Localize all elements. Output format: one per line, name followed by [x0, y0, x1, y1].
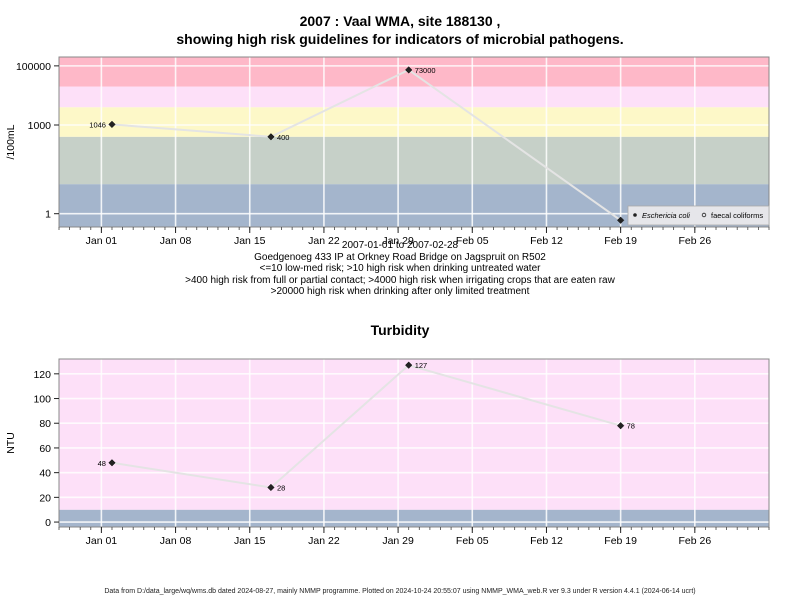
plot-frame: [58, 56, 770, 228]
plot-frame: [58, 358, 770, 528]
y-tick-label: 1000: [28, 120, 52, 132]
y-tick-label: 40: [39, 468, 51, 480]
caption-line-risk-treatment: >20000 high risk when drinking after onl…: [270, 286, 530, 297]
legend-box: [627, 205, 770, 226]
y-axis-label: /100mL: [5, 124, 17, 159]
data-source-footer: Data from D:/data_large/wq/wms.db dated …: [104, 588, 696, 595]
chart-title-line2: showing high risk guidelines for indicat…: [176, 31, 624, 47]
legend-item-faecal-coliforms: faecal coliforms: [711, 211, 763, 220]
y-tick-label: 120: [33, 369, 51, 381]
x-tick-label: Jan 22: [308, 235, 340, 247]
caption-line-date-range: 2007-01-01 to 2007-02-28: [341, 240, 459, 251]
data-point: [267, 483, 275, 492]
turbidity-title: Turbidity: [370, 322, 430, 338]
legend-item-ecoli: Eschericia coli: [642, 211, 690, 220]
data-point: [267, 133, 275, 141]
caption-line-risk-drinking: <=10 low-med risk; >10 high risk when dr…: [259, 263, 541, 274]
chart-title-line1: 2007 : Vaal WMA, site 188130 ,: [299, 13, 501, 29]
y-tick-label: 1: [45, 209, 51, 221]
x-tick-label: Jan 29: [382, 535, 414, 547]
x-tick-label: Jan 08: [160, 535, 192, 547]
risk-band: [59, 509, 769, 527]
risk-band: [59, 107, 769, 137]
y-tick-label: 20: [39, 492, 51, 504]
x-tick-label: Feb 19: [604, 535, 637, 547]
data-label: 400: [277, 133, 290, 142]
y-axis-label: NTU: [5, 432, 17, 454]
x-tick-label: Jan 08: [160, 235, 192, 247]
risk-band: [59, 136, 769, 185]
caption-line-site: Goedgenoeg 433 IP at Orkney Road Bridge …: [254, 251, 546, 263]
data-label: 127: [415, 361, 428, 370]
x-tick-label: Jan 15: [234, 235, 266, 247]
series-line: [111, 364, 621, 489]
risk-band: [59, 86, 769, 108]
data-label: 28: [277, 483, 285, 492]
data-point: [108, 459, 116, 467]
data-label: 78: [627, 422, 635, 431]
data-point: [108, 120, 116, 129]
date-range-caption: 2007-01-01 to 2007-02-28 Goedgenoeg 433 …: [0, 240, 800, 298]
y-tick-label: 100000: [16, 61, 51, 73]
x-tick-label: Jan 22: [308, 535, 340, 547]
series-line: [111, 68, 622, 222]
x-tick-label: Feb 05: [456, 535, 489, 547]
data-point: [405, 66, 413, 74]
data-label: 73000: [415, 66, 436, 75]
x-tick-label: Jan 01: [86, 535, 118, 547]
y-tick-label: 100: [33, 394, 51, 406]
x-tick-label: Feb 12: [530, 235, 563, 247]
x-tick-label: Jan 01: [86, 235, 118, 247]
data-point: [405, 361, 413, 369]
data-point: [616, 422, 625, 430]
y-tick-label: 80: [39, 418, 51, 430]
y-tick-label: 0: [45, 517, 51, 529]
data-label: 48: [98, 459, 106, 468]
risk-band: [59, 57, 769, 87]
x-tick-label: Feb 05: [456, 235, 489, 247]
risk-band: [59, 359, 769, 510]
y-tick-label: 60: [39, 443, 51, 455]
x-tick-label: Feb 26: [678, 235, 711, 247]
x-tick-label: Feb 26: [678, 535, 711, 547]
x-tick-label: Jan 29: [382, 235, 414, 247]
legend-marker: [633, 213, 637, 217]
x-tick-label: Feb 19: [604, 235, 637, 247]
legend-marker: [701, 212, 707, 218]
data-label: 1046: [89, 120, 106, 129]
data-point: [616, 216, 625, 224]
x-tick-label: Jan 15: [234, 535, 266, 547]
caption-line-risk-contact: >400 high risk from full or partial cont…: [185, 274, 615, 286]
x-tick-label: Feb 12: [530, 535, 563, 547]
